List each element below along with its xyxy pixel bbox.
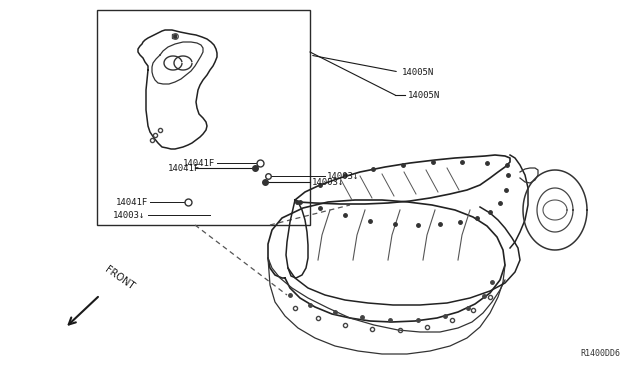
Text: R1400DD6: R1400DD6 <box>580 349 620 358</box>
Text: 14003↓: 14003↓ <box>113 211 145 219</box>
Text: 14041F: 14041F <box>168 164 200 173</box>
Text: 14003↓: 14003↓ <box>312 177 344 186</box>
Text: 14041F: 14041F <box>183 158 215 167</box>
Text: 14003↓: 14003↓ <box>327 171 359 180</box>
Text: FRONT: FRONT <box>103 264 136 292</box>
Text: 14005N: 14005N <box>408 90 440 99</box>
Text: 14041F: 14041F <box>116 198 148 206</box>
Bar <box>97 10 310 225</box>
Text: 14005N: 14005N <box>402 67 435 77</box>
